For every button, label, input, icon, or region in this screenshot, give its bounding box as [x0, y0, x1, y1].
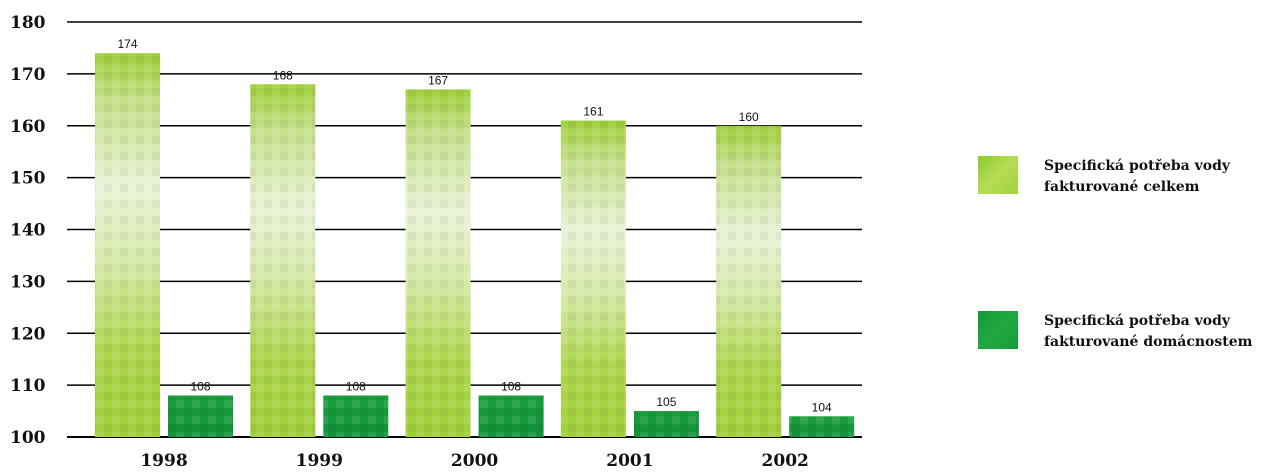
x-tick-label: 2001: [606, 451, 653, 469]
legend-item-total: Specifická potřeba vody fakturované celk…: [978, 156, 1284, 198]
data-labels: 174 108 168 108 167 108 161 105 160 104: [117, 37, 832, 414]
legend-label-households: Specifická potřeba vody fakturované domá…: [1044, 311, 1284, 353]
data-label: 168: [273, 68, 293, 82]
data-label: 160: [739, 110, 759, 124]
data-label: 108: [190, 380, 210, 394]
y-axis-ticks: 100 110 120 130 140 150 160 170 180: [10, 13, 46, 448]
legend-label-total-line1: Specifická potřeba vody: [1044, 158, 1231, 174]
y-tick-label: 120: [10, 324, 46, 344]
data-label: 174: [117, 37, 137, 51]
data-label: 105: [656, 395, 676, 409]
legend-label-total-line2: fakturované celkem: [1044, 179, 1200, 195]
legend-swatch-total: [978, 156, 1018, 194]
x-tick-label: 2000: [451, 451, 498, 469]
bar-households-texture: [323, 395, 389, 437]
bar-total-texture: [716, 125, 782, 437]
bar-households-texture: [168, 395, 233, 437]
x-axis-ticks: 1998 1999 2000 2001 2002: [140, 451, 809, 471]
bar-households-texture: [633, 411, 699, 437]
bar-total-texture: [405, 89, 471, 437]
bar-total-texture: [250, 84, 316, 437]
legend-label-total: Specifická potřeba vody fakturované celk…: [1044, 156, 1284, 198]
y-tick-label: 130: [10, 272, 46, 292]
y-tick-label: 100: [10, 428, 46, 448]
legend-swatch-households: [978, 311, 1018, 349]
data-label: 108: [501, 380, 521, 394]
bar-households-texture: [478, 395, 544, 437]
x-tick-label: 1999: [296, 451, 343, 469]
legend-label-households-line2: fakturované domácnostem: [1044, 334, 1253, 350]
y-tick-label: 180: [10, 13, 46, 33]
x-tick-label: 1998: [140, 451, 187, 469]
y-tick-label: 170: [10, 65, 46, 85]
y-tick-label: 140: [10, 221, 46, 241]
y-tick-label: 110: [10, 376, 46, 396]
data-label: 104: [812, 400, 832, 414]
x-tick-label: 2002: [762, 451, 809, 469]
data-label: 161: [583, 105, 603, 119]
bar-households-texture: [789, 416, 855, 437]
legend-item-households: Specifická potřeba vody fakturované domá…: [978, 311, 1284, 353]
data-label: 108: [346, 380, 366, 394]
bar-total-texture: [560, 120, 626, 437]
bars: [95, 53, 855, 437]
y-tick-label: 160: [10, 117, 46, 137]
y-tick-label: 150: [10, 169, 46, 189]
legend-label-households-line1: Specifická potřeba vody: [1044, 313, 1231, 329]
data-label: 167: [428, 73, 448, 87]
bar-total-texture: [95, 53, 160, 437]
